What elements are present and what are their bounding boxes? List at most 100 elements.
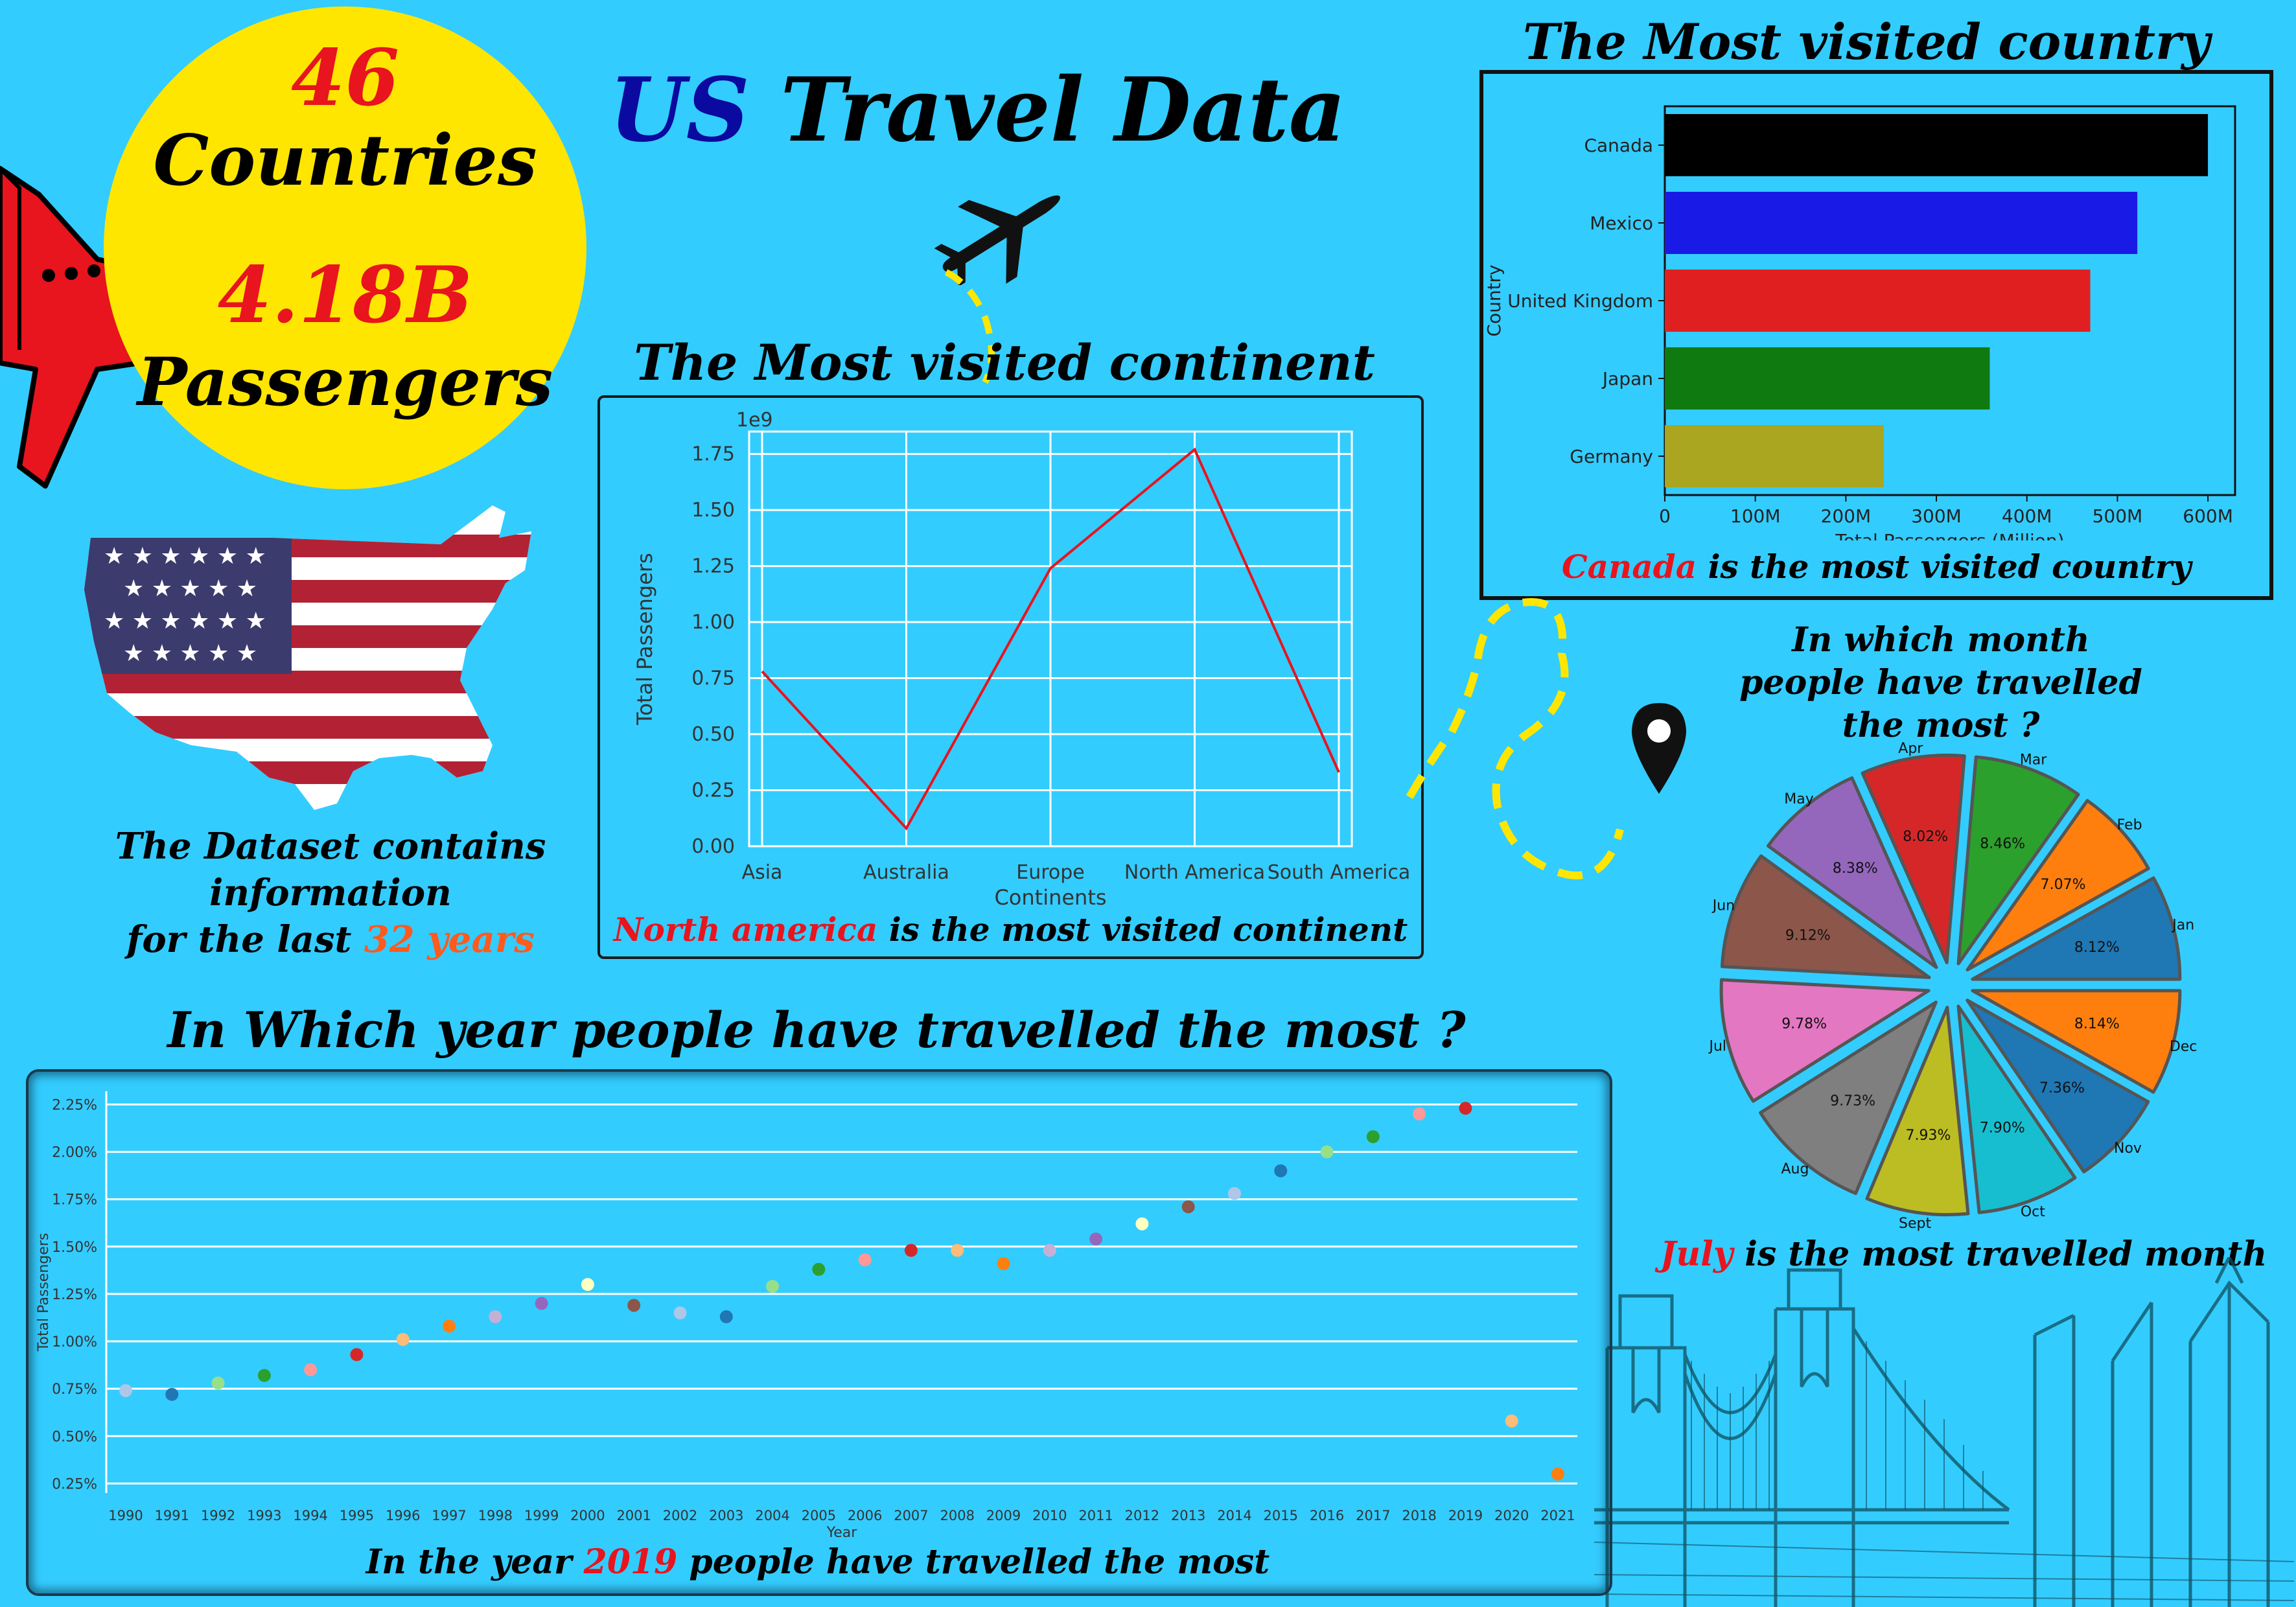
pie-month-label: Oct <box>2021 1204 2045 1220</box>
x-tick-label: 1990 <box>108 1508 143 1523</box>
continent-caption: North america is the most visited contin… <box>613 910 1408 949</box>
x-tick-label: 0 <box>1659 505 1671 527</box>
y-tick-label: 1.25% <box>52 1287 97 1303</box>
x-tick-label: 1997 <box>432 1508 466 1523</box>
y-axis-label: Total Passengers <box>632 553 657 726</box>
x-tick-label: 2010 <box>1032 1508 1067 1523</box>
x-tick-label: 2013 <box>1171 1508 1205 1523</box>
x-tick-label: 2000 <box>570 1508 605 1523</box>
x-tick-label: 2014 <box>1217 1508 1251 1523</box>
pie-month-label: Jan <box>2171 917 2194 933</box>
pie-pct-label: 9.12% <box>1785 927 1831 943</box>
x-tick-label: 1991 <box>155 1508 189 1523</box>
data-point <box>489 1310 502 1324</box>
x-tick-label: 2001 <box>616 1508 651 1523</box>
continent-line-chart: Asia Australia Europe North America South Am… <box>632 409 1410 910</box>
pie-pct-label: 8.02% <box>1903 829 1948 845</box>
country-caption-highlight: Canada <box>1561 548 1697 586</box>
month-caption: July is the most travelled month <box>1660 1234 2267 1274</box>
x-tick-label: 1994 <box>293 1508 327 1523</box>
y-tick-label: 1.50 <box>691 499 735 522</box>
country-chart-panel <box>1479 70 2273 600</box>
data-point <box>1089 1232 1103 1246</box>
y-tick-label: 2.00% <box>52 1145 97 1161</box>
pie-pct-label: 8.14% <box>2074 1016 2120 1032</box>
year-caption-highlight: 2019 <box>583 1542 678 1582</box>
data-point <box>673 1306 687 1320</box>
plot-frame <box>748 430 1353 848</box>
pie-slice <box>1971 876 2182 981</box>
x-tick-label: 1999 <box>524 1508 559 1523</box>
pie-pct-label: 7.90% <box>1980 1120 2025 1136</box>
pie-pct-label: 9.78% <box>1781 1016 1827 1032</box>
data-point <box>1227 1186 1241 1200</box>
pie-slice <box>1966 799 2150 972</box>
year-scatter-chart: 0.25% 0.50% 0.75% 1.00% 1.25% 1.50% 1.75% 2.00%… <box>36 1091 1577 1538</box>
y-tick-label: 0.75% <box>52 1382 97 1398</box>
month-heading-line1: In which month <box>1792 620 2090 660</box>
y-tick-label: Japan <box>1601 368 1653 389</box>
x-tick-label: Australia <box>863 861 949 884</box>
data-point <box>766 1280 780 1293</box>
x-tick-label: 100M <box>1730 505 1781 527</box>
data-point <box>904 1243 918 1257</box>
x-tick-label: 500M <box>2093 505 2143 527</box>
bar <box>1665 347 1990 410</box>
month-pie-chart: 8.12% Jan 7.07% Feb 8.46% Mar 8.02% Apr 8.38% May… <box>1708 741 2197 1231</box>
page-title: US Travel Data <box>609 58 1346 162</box>
x-axis-label: Year <box>826 1525 858 1538</box>
pie-month-label: Jul <box>1708 1039 1727 1055</box>
x-tick-label: 2006 <box>848 1508 882 1523</box>
y-tick-label: 0.25 <box>691 780 735 802</box>
pie-month-label: Apr <box>1898 741 1923 757</box>
y-tick-label: 2.25% <box>52 1097 97 1113</box>
x-tick-label: 2017 <box>1356 1508 1390 1523</box>
x-tick-label: Asia <box>742 861 783 884</box>
month-caption-highlight: July <box>1660 1234 1734 1274</box>
x-tick-label: 2016 <box>1310 1508 1344 1523</box>
x-tick-label: 2007 <box>894 1508 928 1523</box>
x-tick-label: 200M <box>1821 505 1872 527</box>
data-point <box>350 1348 364 1361</box>
y-tick-label: 1.75 <box>691 443 735 466</box>
x-tick-label: 1995 <box>340 1508 374 1523</box>
data-point <box>211 1376 225 1390</box>
bar <box>1665 192 2138 254</box>
y-tick-label: United Kingdom <box>1507 290 1653 312</box>
pie-month-label: Jun <box>1711 898 1735 914</box>
data-point <box>535 1297 548 1310</box>
data-point <box>997 1257 1010 1271</box>
data-point <box>1551 1467 1564 1481</box>
x-tick-label: 2015 <box>1264 1508 1298 1523</box>
data-point <box>812 1262 826 1276</box>
pie-slice <box>1865 1006 1970 1217</box>
y-tick-label: 0.75 <box>691 667 735 690</box>
scale-label: 1e9 <box>736 409 773 432</box>
month-heading-line3: the most ? <box>1842 706 2040 745</box>
year-heading: In Which year people have travelled the … <box>167 1001 1466 1059</box>
bar <box>1665 270 2091 332</box>
x-tick-label: 2019 <box>1448 1508 1483 1523</box>
y-tick-label: 0.50% <box>52 1429 97 1445</box>
travel-path-line <box>1406 598 1624 880</box>
title-us: US <box>609 58 750 162</box>
pie-pct-label: 7.36% <box>2039 1080 2085 1096</box>
data-point <box>581 1278 594 1291</box>
airplane-icon <box>934 195 1060 285</box>
data-point <box>1274 1164 1288 1177</box>
x-tick-label: 2008 <box>940 1508 974 1523</box>
data-point <box>1366 1130 1380 1144</box>
us-flag-map-icon: ★ ★ ★ ★ ★ ★ ★ ★ ★ ★ ★ ★ ★ ★ ★ ★ ★ ★ ★ ★ … <box>84 505 531 810</box>
data-point <box>1181 1200 1195 1214</box>
summary-badge <box>104 6 586 489</box>
y-tick-label: Germany <box>1570 446 1653 467</box>
pie-month-label: May <box>1784 791 1813 807</box>
pie-slice <box>1956 755 2080 965</box>
data-point <box>257 1369 271 1382</box>
x-tick-label: 1996 <box>386 1508 420 1523</box>
dataset-note-line2: information <box>209 872 452 914</box>
month-heading-line2: people have travelled <box>1739 663 2142 702</box>
pie-month-label: Sept <box>1899 1216 1931 1231</box>
pie-month-label: Nov <box>2114 1140 2142 1157</box>
data-point <box>443 1319 456 1333</box>
